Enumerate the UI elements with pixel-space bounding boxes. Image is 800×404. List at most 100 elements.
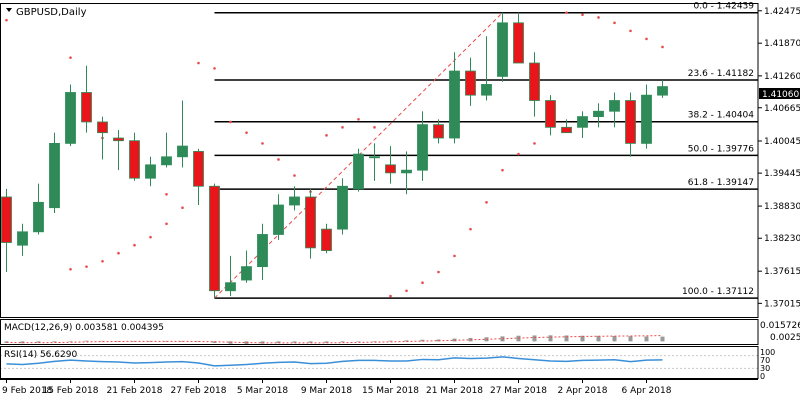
rsi-title: RSI(14) 56.6290 (4, 350, 77, 360)
candle-bear (129, 140, 140, 179)
fibonacci-retracement[interactable]: 0.0 - 1.42439 23.6 - 1.41182 38.2 - 1.4040… (214, 2, 759, 299)
sar-dot (213, 67, 216, 70)
candle-bull (417, 124, 428, 171)
panel-frame (0, 346, 759, 379)
price-tick-label: 1.38230 (764, 234, 800, 244)
macd-histogram-bar (420, 339, 425, 342)
candle-bull (289, 196, 300, 206)
candle-bear (321, 228, 332, 251)
sar-dot (165, 192, 168, 196)
candle-bear (625, 100, 636, 144)
sar-dot (485, 201, 488, 204)
price-tick-label: 1.38830 (764, 202, 800, 212)
candle-bear (305, 196, 316, 249)
price-tick-label: 1.41870 (764, 39, 800, 49)
candle-bull (481, 84, 492, 96)
candle-bull (497, 22, 508, 77)
time-tick-label: 2 Apr 2018 (558, 386, 608, 396)
time-tick-label: 21 Feb 2018 (106, 386, 162, 396)
macd-histogram-bar (36, 341, 41, 343)
fib-level-label: 0.0 - 1.42439 (694, 2, 755, 12)
macd-histogram-bar (68, 341, 73, 342)
candle-bear (561, 126, 572, 134)
symbol-header[interactable]: GBPUSD,Daily (6, 7, 87, 18)
sar-dot (597, 16, 600, 19)
candle-bear (1, 196, 12, 243)
sar-dot (453, 254, 456, 258)
time-tick-label: 15 Mar 2018 (362, 386, 419, 396)
sar-dot (197, 61, 200, 65)
panel-frame (0, 3, 759, 318)
time-tick-label: 21 Mar 2018 (426, 386, 483, 396)
sar-dot (69, 268, 72, 271)
sar-dot (277, 158, 280, 161)
sar-dot (341, 126, 344, 129)
candle-bear (465, 70, 476, 96)
macd-histogram-bar (308, 341, 313, 343)
panel-frames (0, 3, 759, 380)
macd-histogram-bar (276, 341, 281, 344)
panel-frame (0, 319, 759, 345)
price-tick-label: 1.39445 (764, 169, 800, 179)
sar-dot (389, 294, 392, 298)
sar-dot (181, 206, 184, 209)
rsi-tick-label: 70 (760, 356, 770, 365)
fib-level-label: 100.0 - 1.37112 (682, 287, 754, 297)
candle-bear (433, 124, 444, 139)
macd-histogram-bar (532, 335, 537, 342)
macd-histogram-bar (356, 341, 361, 342)
price-tick-label: 1.40665 (764, 104, 800, 114)
fib-level-label: 38.2 - 1.40404 (688, 111, 754, 121)
candle-bull (145, 164, 156, 179)
candle-bull (337, 185, 348, 230)
candle-bull (273, 204, 284, 235)
macd-histogram-bar (52, 341, 57, 343)
dropdown-triangle-icon[interactable] (6, 8, 12, 12)
candle-bear (209, 185, 220, 292)
rsi-tick-label: 30 (760, 364, 770, 373)
time-tick-label: 27 Mar 2018 (490, 386, 547, 396)
candle-bull (353, 153, 364, 190)
macd-histogram-bar (644, 336, 649, 342)
macd-histogram-bar (660, 336, 665, 342)
macd-histogram-bar (564, 335, 569, 342)
sar-dot (229, 120, 232, 124)
candle-bull (593, 110, 604, 117)
candle-bull (161, 156, 172, 166)
candle-bear (545, 100, 556, 128)
price-tick-label: 1.37615 (764, 267, 800, 277)
candle-bull (225, 282, 236, 292)
price-tick-label: 1.37015 (764, 299, 800, 309)
macd-histogram-bar (340, 341, 345, 343)
sar-dot (565, 11, 568, 14)
time-tick-label: 6 Apr 2018 (622, 386, 672, 396)
rsi-tick-label: 0 (760, 372, 765, 381)
current-price-label: 1.41060 (762, 90, 799, 100)
time-tick-label: 27 Feb 2018 (170, 386, 226, 396)
candle-bear (81, 92, 92, 123)
candle-bull (241, 266, 252, 281)
candles (1, 12, 668, 299)
sar-dot (661, 45, 664, 49)
sar-dot (581, 13, 584, 17)
candle-bear (193, 151, 204, 187)
macd-histogram-bar (596, 335, 601, 342)
candle-bear (97, 121, 108, 134)
time-tick-label: 9 Feb 2018 (2, 386, 53, 396)
sar-dot (149, 235, 152, 239)
sar-dot (357, 117, 360, 121)
price-tick-label: 1.42475 (764, 7, 800, 17)
macd-histogram-bar (84, 340, 89, 342)
sar-dot (325, 134, 328, 137)
macd-histogram-bar (388, 340, 393, 342)
sar-dot (261, 142, 264, 145)
candle-bull (177, 145, 188, 158)
macd-tick-label: 0.002566 (770, 333, 800, 343)
macd-histogram-bar (612, 335, 617, 342)
fib-level-label: 23.6 - 1.41182 (688, 69, 754, 79)
macd-histogram-bar (20, 341, 25, 344)
sar-dot (85, 265, 88, 268)
parabolic-sar (5, 11, 664, 298)
macd-histogram-bar (580, 335, 585, 342)
